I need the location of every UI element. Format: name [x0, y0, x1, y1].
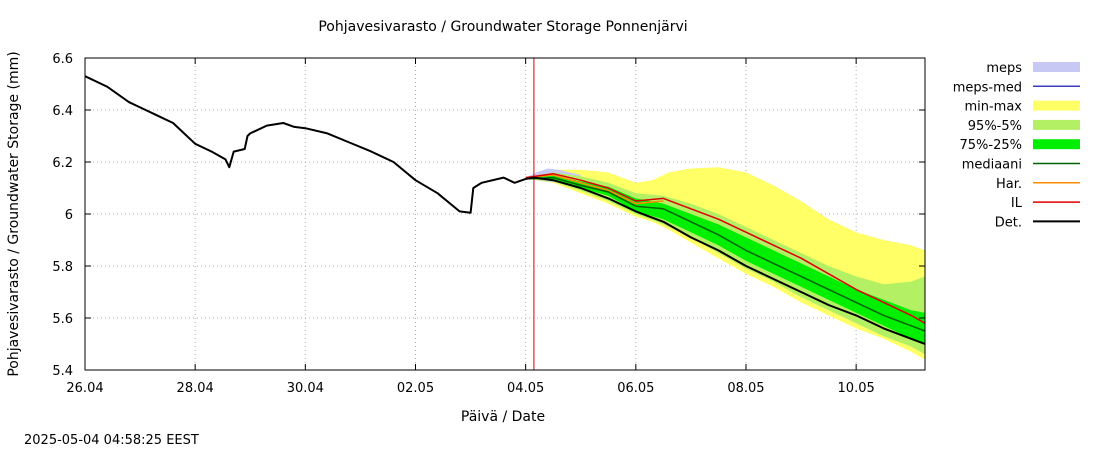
- y-tick-label: 5.4: [52, 364, 73, 379]
- legend-swatch: [1033, 100, 1080, 111]
- legend-label: mediaani: [962, 158, 1022, 173]
- legend-label: meps: [986, 61, 1022, 76]
- y-tick-label: 6.2: [52, 156, 73, 171]
- legend-label: 95%-5%: [968, 119, 1022, 134]
- y-tick-label: 5.8: [52, 260, 73, 275]
- x-tick-label: 26.04: [66, 381, 103, 396]
- y-axis-label: Pohjavesivarasto / Groundwater Storage (…: [6, 51, 22, 376]
- x-tick-label: 10.05: [838, 381, 875, 396]
- legend-label: min-max: [964, 100, 1022, 115]
- legend-label: meps-med: [953, 80, 1022, 95]
- x-tick-label: 08.05: [727, 381, 764, 396]
- series-line-har: [525, 174, 664, 205]
- x-tick-label: 04.05: [507, 381, 544, 396]
- x-axis-label: Päivä / Date: [461, 409, 545, 425]
- y-tick-label: 6.4: [52, 104, 73, 119]
- y-axis-ticks: 5.4 5.6 5.8 6 6.2 6.4 6.6: [52, 52, 925, 379]
- legend-label: Det.: [995, 215, 1022, 230]
- forecast-bands: [525, 167, 925, 360]
- legend-swatch: [1033, 119, 1080, 130]
- legend: meps meps-med min-max 95%-5% 75%-25% mediaani…: [953, 61, 1080, 230]
- min-max-band: [525, 167, 925, 360]
- legend-label: 75%-25%: [960, 138, 1022, 153]
- p95-5-band: [525, 172, 925, 355]
- series-line-il: [525, 172, 926, 324]
- legend-swatch: [1033, 139, 1080, 150]
- x-tick-label: 06.05: [617, 381, 654, 396]
- x-tick-label: 28.04: [177, 381, 214, 396]
- x-tick-label: 30.04: [287, 381, 324, 396]
- y-tick-label: 5.6: [52, 312, 73, 327]
- x-tick-label: 02.05: [397, 381, 434, 396]
- chart-title: Pohjavesivarasto / Groundwater Storage P…: [318, 19, 687, 35]
- series-line-det: [84, 75, 926, 345]
- series-line-mediaani: [525, 176, 926, 332]
- legend-swatch: [1033, 62, 1080, 72]
- timestamp: 2025-05-04 04:58:25 EEST: [24, 433, 199, 448]
- legend-label: Har.: [996, 177, 1022, 192]
- x-axis-ticks: 26.04 28.04 30.04 02.05 04.05 06.05 08.05 10.05: [66, 58, 875, 396]
- y-tick-label: 6: [65, 208, 73, 223]
- y-tick-label: 6.6: [52, 52, 73, 67]
- series-lines: [84, 75, 926, 345]
- legend-label: IL: [1011, 196, 1023, 211]
